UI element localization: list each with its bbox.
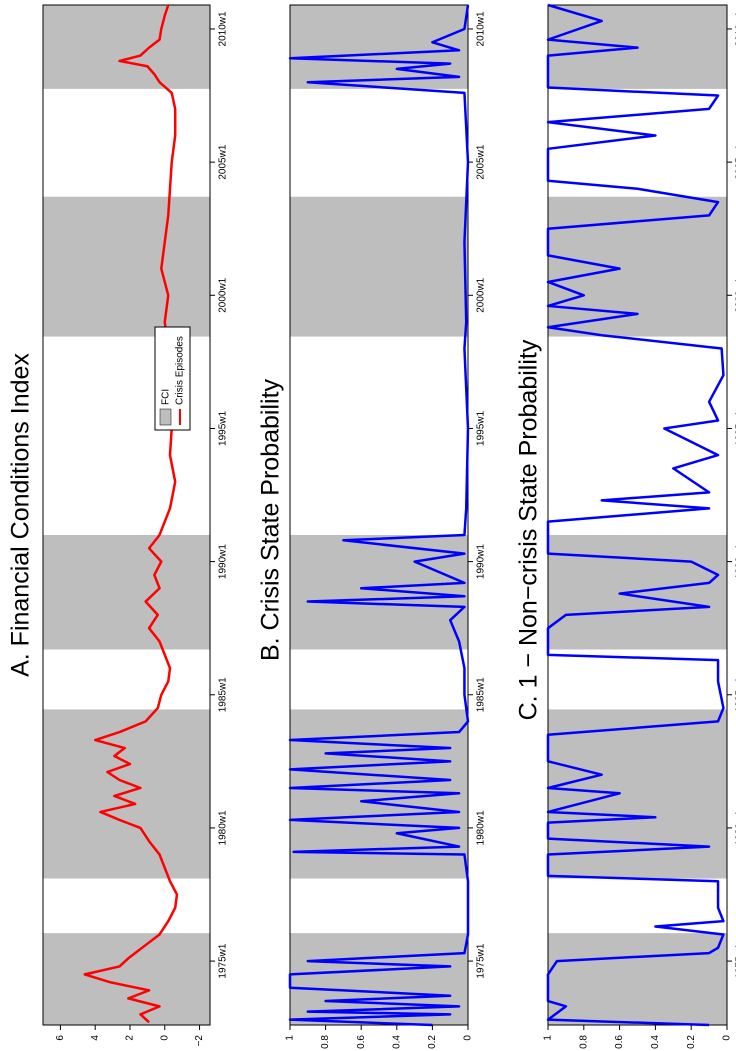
panel-title: B. Crisis State Probability (257, 378, 285, 661)
crisis-band (43, 933, 210, 1025)
x-tick-label: 2010w1 (735, 11, 736, 46)
x-tick-label: 2010w1 (476, 11, 487, 46)
y-tick-label: 0.4 (650, 1035, 661, 1049)
x-tick-label: 1985w1 (735, 677, 736, 712)
x-tick-label: 2005w1 (735, 144, 736, 179)
x-tick-label: 1995w1 (218, 410, 229, 445)
crisis-band (43, 534, 210, 650)
y-tick-label: 1 (543, 1035, 554, 1041)
panel-title: C. 1 − Non−crisis State Probability (515, 339, 543, 720)
x-tick-label: 1990w1 (735, 544, 736, 579)
series-line (546, 3, 725, 1027)
x-tick-label: 2005w1 (218, 144, 229, 179)
y-tick-label: 0.2 (427, 1035, 438, 1049)
y-tick-label: 6 (55, 1035, 66, 1041)
x-tick-label: 1990w1 (218, 544, 229, 579)
legend-label: Crisis Episodes (175, 336, 186, 405)
x-tick-label: 1995w1 (735, 410, 736, 445)
y-tick-label: 0.2 (686, 1035, 697, 1049)
y-tick-label: 4 (90, 1035, 101, 1041)
crisis-band (290, 534, 468, 650)
y-tick-label: 0 (159, 1035, 170, 1041)
plot-frame (289, 4, 469, 1026)
y-tick-label: 1 (285, 1035, 296, 1041)
x-tick-label: 1980w1 (218, 810, 229, 845)
y-tick-label: 0.6 (356, 1035, 367, 1049)
panel-title: A. Financial Conditions Index (7, 353, 35, 677)
legend-box (154, 326, 191, 431)
x-tick-label: 1975w1 (735, 943, 736, 978)
y-tick-label: 0.6 (614, 1035, 625, 1049)
x-tick-label: 2005w1 (476, 144, 487, 179)
x-tick-label: 2000w1 (476, 277, 487, 312)
crisis-band (548, 933, 727, 1025)
x-tick-label: 2010w1 (218, 11, 229, 46)
y-tick-label: 0 (463, 1035, 474, 1041)
crisis-band (43, 196, 210, 337)
crisis-band (290, 196, 468, 337)
x-tick-label: 1985w1 (218, 677, 229, 712)
y-tick-label: 0.8 (320, 1035, 331, 1049)
plot-frame (42, 4, 211, 1026)
x-tick-label: 1985w1 (476, 677, 487, 712)
x-tick-label: 1990w1 (476, 544, 487, 579)
y-tick-label: −2 (194, 1035, 205, 1047)
x-tick-label: 1980w1 (476, 810, 487, 845)
legend: FCI Crisis Episodes (154, 326, 191, 431)
x-tick-label: 2000w1 (218, 277, 229, 312)
crisis-band (43, 709, 210, 879)
x-tick-label: 1975w1 (476, 943, 487, 978)
legend-swatch (159, 408, 172, 426)
series-line (83, 4, 179, 1024)
crisis-band (548, 196, 727, 337)
legend-label: FCI (161, 389, 172, 405)
x-tick-label: 1980w1 (735, 810, 736, 845)
y-tick-label: 0.4 (391, 1035, 402, 1049)
y-tick-label: 0 (722, 1035, 733, 1041)
x-tick-label: 1975w1 (218, 943, 229, 978)
crisis-band (43, 5, 210, 89)
x-tick-label: 2000w1 (735, 277, 736, 312)
y-tick-label: 2 (125, 1035, 136, 1041)
y-tick-label: 0.8 (578, 1035, 589, 1049)
plot-frame (547, 4, 728, 1026)
x-tick-label: 1995w1 (476, 410, 487, 445)
